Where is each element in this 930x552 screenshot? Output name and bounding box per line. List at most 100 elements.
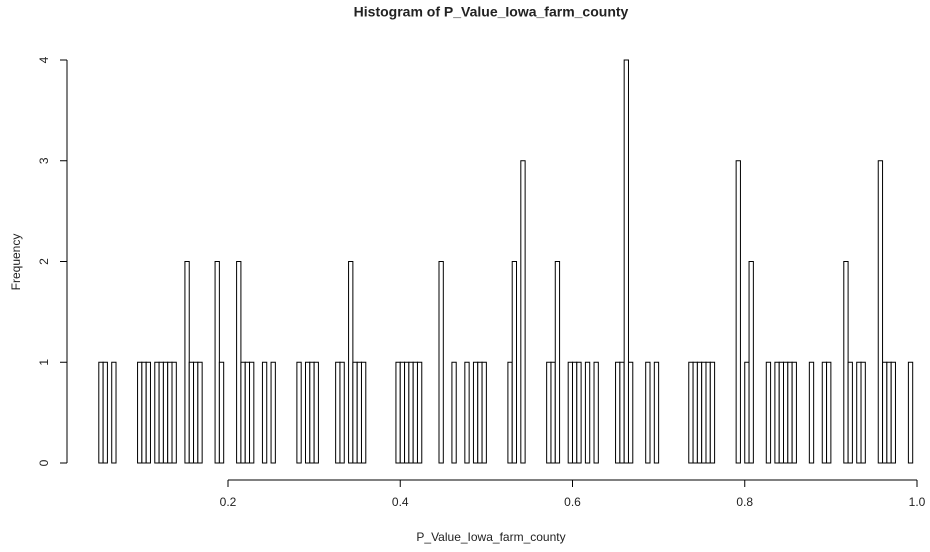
bar — [735, 160, 741, 464]
bar — [188, 361, 195, 464]
y-tick-label: 3 — [37, 157, 51, 164]
bar — [404, 361, 410, 464]
bar — [399, 361, 406, 464]
bar — [705, 361, 711, 464]
bar — [348, 261, 354, 464]
bar — [335, 361, 341, 464]
bar — [907, 361, 914, 464]
x-axis-label: P_Value_Iowa_farm_county — [416, 530, 565, 544]
bar — [395, 361, 401, 464]
bar — [214, 261, 220, 464]
bar — [171, 361, 177, 464]
bar — [808, 361, 815, 464]
bar — [520, 160, 526, 464]
bar — [154, 361, 160, 464]
bar — [98, 361, 104, 464]
bar — [438, 261, 444, 464]
y-tick-label: 1 — [37, 359, 51, 366]
bar — [886, 361, 892, 464]
bar — [451, 361, 457, 464]
bar — [261, 361, 268, 464]
x-tick-label: 0.6 — [564, 495, 581, 509]
bar — [352, 361, 358, 464]
bar — [360, 361, 367, 464]
bar — [623, 59, 629, 464]
bar — [408, 361, 414, 464]
bar — [576, 361, 582, 464]
bar — [412, 361, 418, 464]
bar — [162, 361, 169, 464]
bar — [244, 361, 251, 464]
bar — [791, 361, 797, 464]
y-tick-label: 0 — [37, 459, 51, 466]
x-tick-label: 0.8 — [736, 495, 753, 509]
bar — [748, 261, 754, 464]
bar — [692, 361, 698, 464]
bar — [787, 361, 793, 464]
bar — [167, 361, 173, 464]
bar — [877, 160, 884, 464]
bar — [313, 361, 319, 464]
bar — [701, 361, 707, 464]
bar — [184, 261, 190, 464]
bar — [744, 361, 750, 464]
x-tick-label: 0.4 — [392, 495, 409, 509]
bar — [709, 361, 716, 464]
bar — [826, 361, 832, 464]
bar — [236, 261, 242, 464]
bar — [218, 361, 225, 464]
bar — [645, 361, 651, 464]
bar — [765, 361, 772, 464]
bar — [511, 261, 518, 464]
bar — [158, 361, 164, 464]
bar — [593, 361, 599, 464]
bar — [571, 361, 578, 464]
bar — [193, 361, 199, 464]
bar — [619, 361, 625, 464]
bar — [847, 361, 853, 464]
bar — [778, 361, 785, 464]
bar — [339, 361, 345, 464]
bar — [584, 361, 591, 464]
bar — [550, 361, 556, 464]
bar — [783, 361, 789, 464]
bar — [464, 361, 470, 464]
chart-title: Histogram of P_Value_Iowa_farm_county — [354, 4, 629, 20]
bar — [546, 361, 552, 464]
bar — [774, 361, 780, 464]
bar — [653, 361, 660, 464]
bar — [554, 261, 561, 464]
x-tick-label: 1.0 — [909, 495, 926, 509]
bar — [481, 361, 487, 464]
bar — [137, 361, 143, 464]
bar — [472, 361, 479, 464]
bar — [102, 361, 108, 464]
bar — [111, 361, 117, 464]
bar — [305, 361, 311, 464]
y-axis-label: Frequency — [9, 234, 23, 291]
bar — [507, 361, 513, 464]
bar — [882, 361, 888, 464]
bar — [890, 361, 896, 464]
y-tick-label: 4 — [37, 56, 51, 63]
bar — [416, 361, 423, 464]
bar — [860, 361, 866, 464]
bar — [567, 361, 573, 464]
bar — [821, 361, 828, 464]
bar — [696, 361, 703, 464]
bar — [843, 261, 849, 464]
bar — [296, 361, 302, 464]
bar — [240, 361, 246, 464]
bar — [249, 361, 255, 464]
bar — [141, 361, 147, 464]
bar — [627, 361, 634, 464]
x-tick-label: 0.2 — [220, 495, 237, 509]
bar — [270, 361, 276, 464]
y-tick-label: 2 — [37, 258, 51, 265]
bar — [477, 361, 483, 464]
bar — [615, 361, 621, 464]
bar — [688, 361, 694, 464]
bar — [356, 361, 362, 464]
bar — [145, 361, 151, 464]
